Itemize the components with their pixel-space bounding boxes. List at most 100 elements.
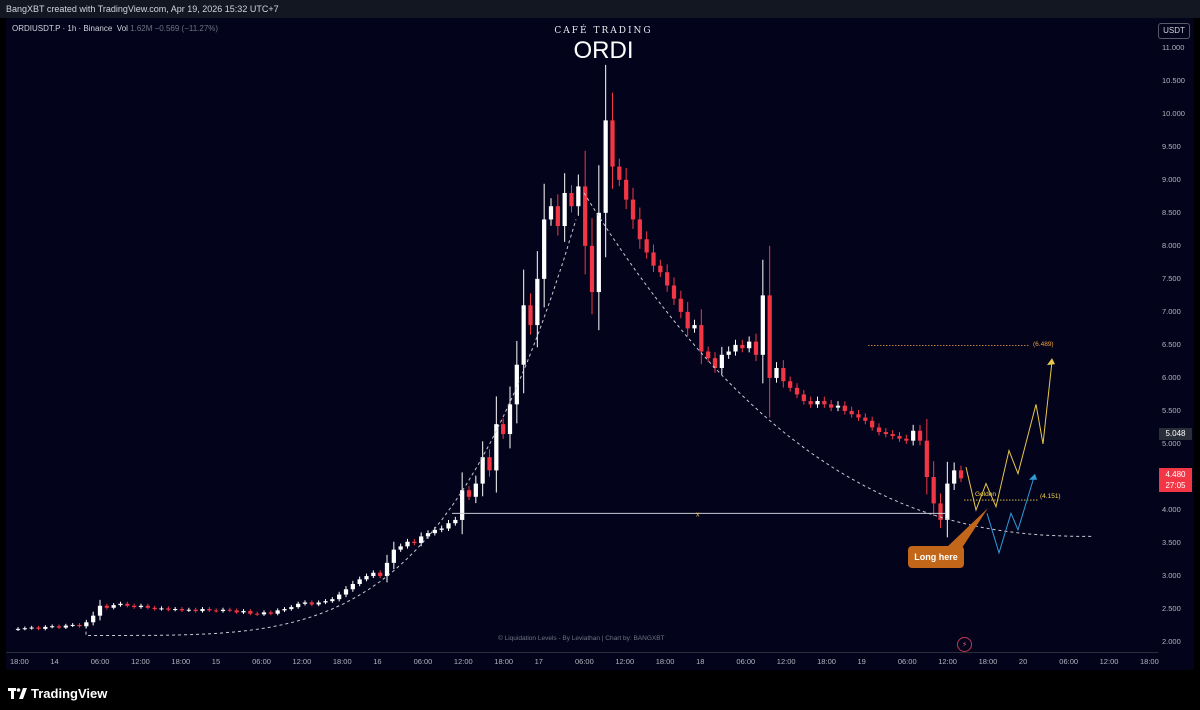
candle-body bbox=[398, 546, 403, 550]
time-axis[interactable]: 18:00 14 06:00 12:00 18:00 15 06:00 12:00 18:00 1… bbox=[6, 652, 1159, 670]
candle-body bbox=[152, 607, 157, 610]
candle-body bbox=[118, 603, 123, 606]
candle-body bbox=[487, 457, 492, 471]
price-tick-label: 5.500 bbox=[1162, 405, 1181, 415]
lightning-icon[interactable]: ⚡ bbox=[957, 637, 972, 652]
candle-body bbox=[863, 417, 868, 421]
candle-body bbox=[774, 368, 779, 378]
candle-body bbox=[835, 405, 841, 408]
projected-arrow-up bbox=[1047, 358, 1055, 366]
chart-svg[interactable]: x bbox=[6, 18, 1194, 670]
candle-body bbox=[815, 401, 820, 405]
price-tick-label: 6.500 bbox=[1162, 339, 1181, 349]
candle-body bbox=[644, 239, 649, 253]
candle-body bbox=[159, 608, 164, 610]
time-tick-label: 18:00 bbox=[1140, 657, 1159, 666]
candle-body bbox=[952, 470, 957, 484]
candle-body bbox=[507, 404, 513, 435]
candle-body bbox=[890, 434, 895, 437]
candle-body bbox=[84, 622, 89, 627]
time-tick-label: 18:00 bbox=[655, 657, 675, 666]
candle-body bbox=[624, 179, 629, 200]
candle-body bbox=[542, 219, 547, 279]
live-price-tag: 4.480 27:05 bbox=[1159, 468, 1192, 492]
candle-body bbox=[671, 285, 677, 299]
time-tick-label: 18:00 bbox=[332, 657, 352, 666]
price-axis[interactable]: 2.0002.5003.0003.5004.0004.5005.0005.500… bbox=[1158, 18, 1194, 652]
time-tick-label: 15 bbox=[211, 657, 221, 666]
currency-button[interactable]: USDT bbox=[1158, 23, 1190, 39]
candle-body bbox=[15, 628, 21, 630]
tradingview-logo-icon bbox=[8, 688, 27, 699]
candle-body bbox=[473, 483, 478, 497]
time-tick-label: 14 bbox=[50, 657, 59, 666]
candle-body bbox=[364, 576, 369, 580]
candle-body bbox=[466, 490, 472, 497]
candle-body bbox=[958, 470, 964, 479]
candle-body bbox=[637, 219, 642, 240]
candle-body bbox=[897, 436, 902, 439]
candle-body bbox=[138, 605, 144, 608]
projected-path-alt bbox=[986, 476, 1035, 555]
candle-body bbox=[740, 344, 745, 349]
candle-body bbox=[275, 610, 280, 614]
time-tick-label: 12:00 bbox=[776, 657, 796, 666]
candle-body bbox=[132, 605, 137, 608]
long-here-pointer bbox=[946, 508, 988, 548]
candle-body bbox=[234, 610, 239, 613]
candle-body bbox=[528, 305, 533, 326]
candle-body bbox=[350, 583, 355, 590]
candle-body bbox=[712, 358, 718, 369]
time-tick-label: 12:00 bbox=[131, 657, 150, 666]
price-tick-label: 10.000 bbox=[1162, 108, 1185, 118]
projected-arrow-alt bbox=[1029, 473, 1037, 480]
footer-bar: TradingView bbox=[0, 680, 1200, 710]
candle-body bbox=[43, 626, 48, 629]
price-tick-label: 10.500 bbox=[1162, 75, 1185, 85]
candle-body bbox=[692, 325, 697, 329]
symbol-legend[interactable]: ORDIUSDT.P · 1h · Binance Vol 1.62M −0.5… bbox=[12, 24, 218, 33]
candle-body bbox=[412, 541, 417, 544]
candle-body bbox=[446, 523, 451, 529]
price-tick-label: 3.500 bbox=[1162, 538, 1181, 548]
chart-canvas[interactable]: x ORDIUSDT.P · 1h · Binance Vol 1.62M −0… bbox=[6, 18, 1194, 670]
price-tick-label: 7.500 bbox=[1162, 273, 1181, 283]
candle-body bbox=[330, 599, 335, 602]
time-tick-label: 06:00 bbox=[252, 657, 271, 666]
candle-body bbox=[309, 602, 314, 605]
candle-body bbox=[883, 432, 888, 435]
candle-body bbox=[296, 603, 301, 608]
candle-body bbox=[480, 457, 485, 484]
time-tick-label: 16 bbox=[373, 657, 382, 666]
time-tick-label: 12:00 bbox=[615, 657, 635, 666]
time-tick-label: 18:00 bbox=[494, 657, 514, 666]
candle-body bbox=[911, 430, 916, 441]
attribution-bar: BangXBT created with TradingView.com, Ap… bbox=[0, 0, 1200, 18]
candle-body bbox=[439, 528, 444, 530]
candle-body bbox=[658, 265, 663, 273]
time-tick-label: 06:00 bbox=[413, 657, 433, 666]
candle-body bbox=[870, 420, 875, 428]
time-tick-label: 12:00 bbox=[938, 657, 957, 666]
candle-body bbox=[200, 609, 205, 612]
candle-body bbox=[501, 424, 506, 435]
candle-body bbox=[255, 613, 260, 615]
live-price: 4.480 bbox=[1165, 470, 1186, 479]
candle-body bbox=[808, 401, 813, 405]
candle-body bbox=[733, 344, 738, 352]
candle-body bbox=[747, 341, 752, 349]
candle-body bbox=[562, 193, 567, 227]
candle-body bbox=[357, 579, 362, 584]
candle-body bbox=[207, 609, 212, 611]
candle-body bbox=[917, 430, 923, 441]
candle-body bbox=[849, 410, 854, 415]
candle-body bbox=[576, 186, 581, 207]
candle-body bbox=[719, 354, 724, 369]
time-tick-label: 18:00 bbox=[817, 657, 836, 666]
candle-body bbox=[801, 394, 806, 402]
candle-body bbox=[876, 427, 882, 433]
candle-body bbox=[179, 609, 185, 611]
candle-body bbox=[514, 364, 519, 405]
long-here-callout: Long here bbox=[908, 546, 964, 568]
candle-body bbox=[685, 311, 690, 329]
